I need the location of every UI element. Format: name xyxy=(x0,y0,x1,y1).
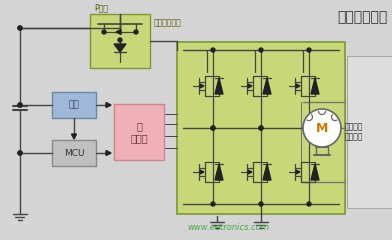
Bar xyxy=(177,42,345,214)
Polygon shape xyxy=(311,164,319,180)
Bar xyxy=(52,92,96,118)
Circle shape xyxy=(134,30,138,34)
Circle shape xyxy=(259,48,263,52)
Text: 电源: 电源 xyxy=(69,101,79,109)
Polygon shape xyxy=(215,78,223,94)
Bar xyxy=(90,14,150,68)
Circle shape xyxy=(307,126,311,130)
Polygon shape xyxy=(263,164,271,180)
Circle shape xyxy=(303,109,341,147)
Bar xyxy=(347,92,359,160)
Polygon shape xyxy=(296,84,300,88)
Bar xyxy=(114,104,164,160)
Text: P沟道: P沟道 xyxy=(94,3,108,12)
Text: 无刷电机应用: 无刷电机应用 xyxy=(338,10,388,24)
Polygon shape xyxy=(106,102,111,108)
Polygon shape xyxy=(263,78,271,94)
Bar xyxy=(52,140,96,166)
Text: 风机电机
（无刷）: 风机电机 （无刷） xyxy=(345,122,363,142)
Circle shape xyxy=(18,103,22,107)
Circle shape xyxy=(118,38,122,42)
Polygon shape xyxy=(106,150,111,156)
Circle shape xyxy=(307,202,311,206)
Circle shape xyxy=(18,151,22,155)
Circle shape xyxy=(211,202,215,206)
Circle shape xyxy=(259,126,263,130)
Polygon shape xyxy=(116,30,121,35)
Bar xyxy=(347,56,392,208)
Text: www.eetronics.com: www.eetronics.com xyxy=(187,223,269,232)
Circle shape xyxy=(307,126,311,130)
Circle shape xyxy=(18,26,22,30)
Polygon shape xyxy=(71,134,76,139)
Text: 反向电压保护: 反向电压保护 xyxy=(154,18,182,27)
Polygon shape xyxy=(248,84,252,88)
Circle shape xyxy=(211,48,215,52)
Polygon shape xyxy=(215,164,223,180)
Polygon shape xyxy=(200,170,204,174)
Polygon shape xyxy=(114,44,126,52)
Circle shape xyxy=(307,48,311,52)
Circle shape xyxy=(211,126,215,130)
Text: 预
驱动器: 预 驱动器 xyxy=(130,121,148,143)
Polygon shape xyxy=(296,170,300,174)
Circle shape xyxy=(211,126,215,130)
Polygon shape xyxy=(248,170,252,174)
Circle shape xyxy=(102,30,106,34)
Circle shape xyxy=(259,202,263,206)
Text: MCU: MCU xyxy=(64,149,84,157)
Circle shape xyxy=(259,126,263,130)
Polygon shape xyxy=(200,84,204,88)
Polygon shape xyxy=(311,78,319,94)
Text: M: M xyxy=(316,121,328,134)
